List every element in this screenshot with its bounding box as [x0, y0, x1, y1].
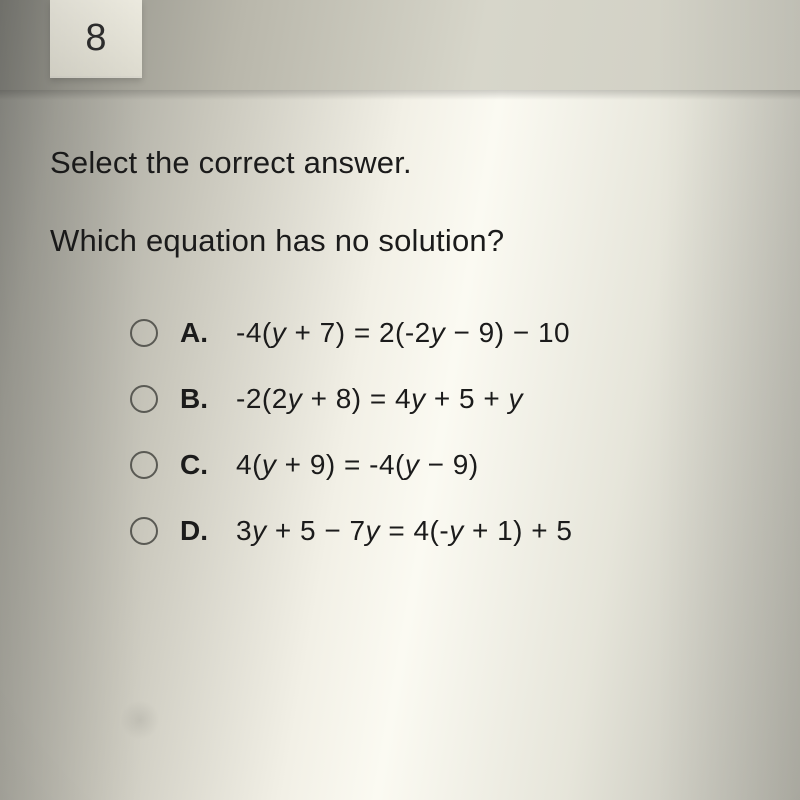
- option-equation: -4(y + 7) = 2(-2y − 9) − 10: [236, 317, 570, 349]
- option-equation: 4(y + 9) = -4(y − 9): [236, 449, 479, 481]
- radio-icon[interactable]: [130, 385, 158, 413]
- radio-icon[interactable]: [130, 319, 158, 347]
- question-text: Which equation has no solution?: [50, 223, 750, 259]
- radio-icon[interactable]: [130, 517, 158, 545]
- options-group: A. -4(y + 7) = 2(-2y − 9) − 10 B. -2(2y …: [50, 317, 750, 547]
- option-d[interactable]: D. 3y + 5 − 7y = 4(-y + 1) + 5: [130, 515, 750, 547]
- option-a[interactable]: A. -4(y + 7) = 2(-2y − 9) − 10: [130, 317, 750, 349]
- question-number: 8: [85, 17, 106, 60]
- instruction-text: Select the correct answer.: [50, 145, 750, 181]
- header-divider: [0, 90, 800, 100]
- option-equation: -2(2y + 8) = 4y + 5 + y: [236, 383, 523, 415]
- option-label: B.: [180, 383, 214, 415]
- option-label: D.: [180, 515, 214, 547]
- radio-icon[interactable]: [130, 451, 158, 479]
- option-b[interactable]: B. -2(2y + 8) = 4y + 5 + y: [130, 383, 750, 415]
- header-strip: 8: [0, 0, 800, 90]
- question-content: Select the correct answer. Which equatio…: [0, 110, 800, 800]
- option-label: A.: [180, 317, 214, 349]
- option-label: C.: [180, 449, 214, 481]
- question-number-tab: 8: [50, 0, 142, 78]
- option-c[interactable]: C. 4(y + 9) = -4(y − 9): [130, 449, 750, 481]
- option-equation: 3y + 5 − 7y = 4(-y + 1) + 5: [236, 515, 572, 547]
